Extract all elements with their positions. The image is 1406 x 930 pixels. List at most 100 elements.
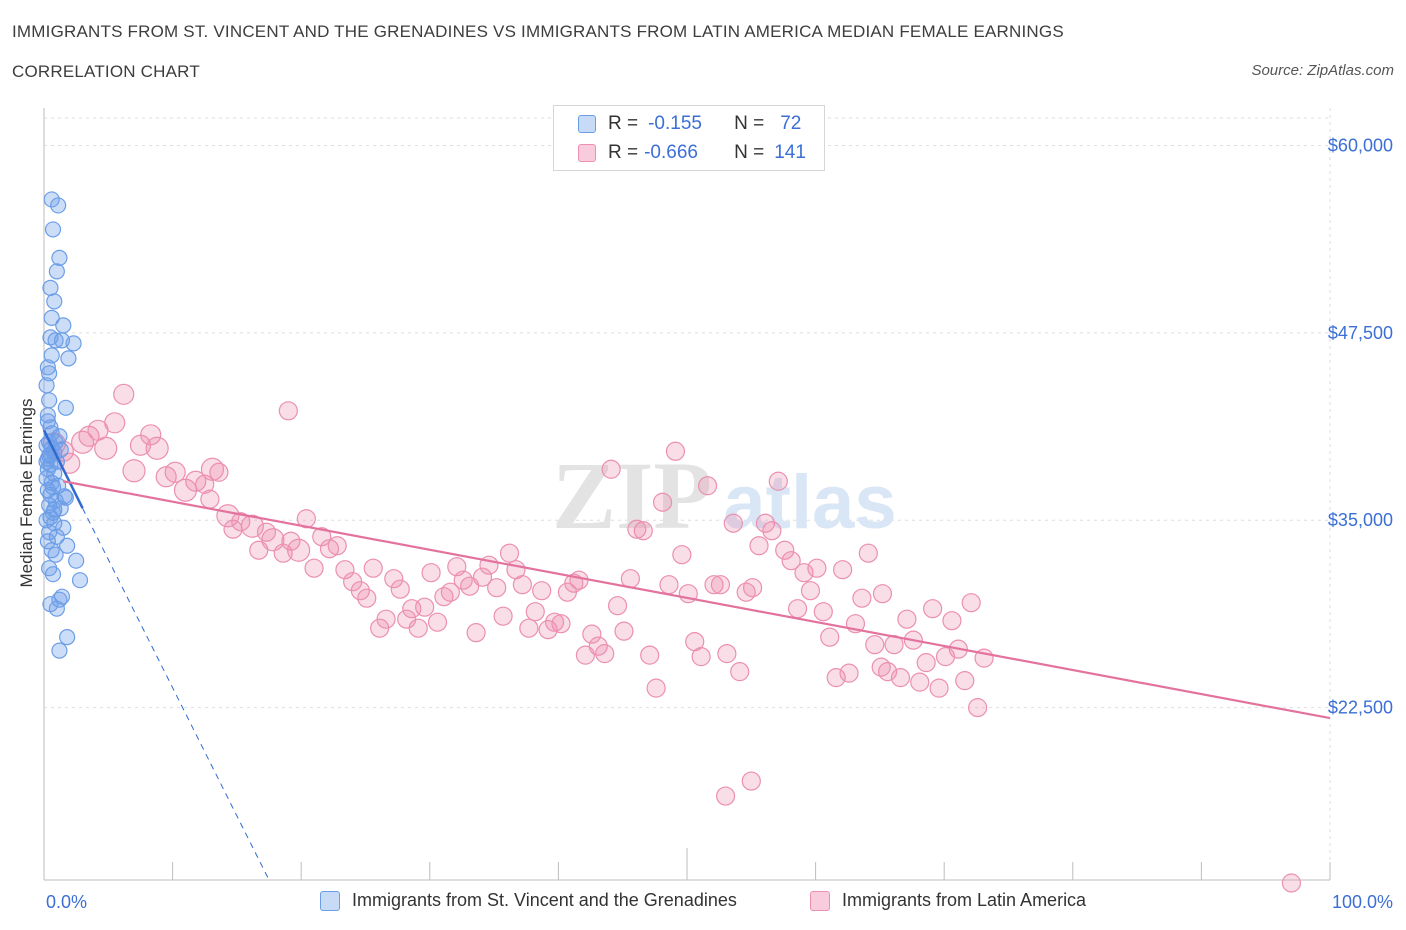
series-latin-america xyxy=(42,383,1302,893)
data-point-st-vincent xyxy=(56,488,73,505)
y-tick-label: $22,500 xyxy=(1328,698,1393,718)
data-point-latin-america xyxy=(742,578,763,598)
data-point-latin-america xyxy=(755,513,776,533)
legend-row-st-vincent: R = -0.155 N = 72 xyxy=(578,113,801,135)
data-point-latin-america xyxy=(390,579,410,599)
data-point-st-vincent xyxy=(48,600,65,617)
data-point-st-vincent xyxy=(39,407,56,424)
legend-label-st-vincent: Immigrants from St. Vincent and the Gren… xyxy=(352,890,737,910)
data-point-latin-america xyxy=(427,612,448,632)
data-point-latin-america xyxy=(145,436,169,460)
data-point-latin-america xyxy=(633,521,653,541)
data-point-latin-america xyxy=(499,543,520,563)
data-point-latin-america xyxy=(839,663,859,683)
data-point-st-vincent xyxy=(43,309,60,326)
data-point-latin-america xyxy=(601,459,621,479)
data-point-latin-america xyxy=(140,424,162,446)
series-legend: Immigrants from St. Vincent and the Gren… xyxy=(0,890,1406,914)
legend-row-latin-america: R = -0.666 N = 141 xyxy=(578,142,806,164)
legend-swatch-blue xyxy=(320,890,340,911)
data-point-latin-america xyxy=(640,645,660,665)
data-point-latin-america xyxy=(749,536,769,556)
trend-lines xyxy=(42,429,1331,881)
data-point-latin-america xyxy=(715,786,736,806)
data-point-latin-america xyxy=(833,560,853,580)
data-point-latin-america xyxy=(376,609,396,629)
data-point-latin-america xyxy=(865,635,885,655)
data-point-latin-america xyxy=(710,575,731,595)
data-point-st-vincent xyxy=(39,413,56,430)
correlation-legend: R = -0.155 N = 72 R = -0.666 N = 141 xyxy=(553,105,825,171)
data-point-latin-america xyxy=(730,662,750,682)
data-point-st-vincent xyxy=(68,552,85,569)
data-point-latin-america xyxy=(350,581,370,601)
data-point-latin-america xyxy=(872,584,893,604)
data-point-st-vincent xyxy=(52,500,69,517)
data-point-latin-america xyxy=(620,569,641,589)
data-point-st-vincent xyxy=(60,350,77,367)
data-point-latin-america xyxy=(408,618,428,638)
data-point-latin-america xyxy=(519,618,539,638)
data-point-st-vincent xyxy=(41,365,58,382)
data-point-latin-america xyxy=(800,581,821,601)
chart-title: IMMIGRANTS FROM ST. VINCENT AND THE GREN… xyxy=(12,22,1064,41)
data-point-latin-america xyxy=(787,599,808,619)
y-tick-label: $47,500 xyxy=(1328,323,1393,343)
data-point-latin-america xyxy=(852,588,872,608)
watermark-zip: ZIP xyxy=(552,442,712,549)
data-point-latin-america xyxy=(704,575,724,595)
source-label: Source: ZipAtlas.com xyxy=(1251,62,1394,79)
data-point-latin-america xyxy=(890,668,911,688)
data-point-latin-america xyxy=(741,771,761,791)
data-point-latin-america xyxy=(104,412,126,434)
data-point-latin-america xyxy=(363,558,383,578)
data-point-latin-america xyxy=(723,513,743,533)
data-point-latin-america xyxy=(512,575,532,595)
data-point-st-vincent xyxy=(53,588,71,605)
data-point-latin-america xyxy=(762,521,782,541)
data-point-latin-america xyxy=(569,570,589,590)
data-point-latin-america xyxy=(659,575,679,595)
data-point-latin-america xyxy=(304,558,324,578)
data-point-latin-america xyxy=(319,539,340,559)
data-point-latin-america xyxy=(278,401,298,421)
legend-swatch-pink xyxy=(810,890,830,911)
data-point-latin-america xyxy=(820,627,840,647)
data-point-latin-america xyxy=(813,602,833,622)
trend-line-st-vincent-extended xyxy=(82,508,270,881)
data-point-latin-america xyxy=(691,647,711,667)
x-tick-labels: 0.0% 100.0% xyxy=(46,892,1393,912)
legend-n-label: N = xyxy=(734,142,765,163)
data-point-latin-america xyxy=(1281,873,1302,893)
data-point-latin-america xyxy=(335,560,355,580)
data-point-latin-america xyxy=(209,462,229,482)
data-point-latin-america xyxy=(672,545,692,565)
legend-swatch-blue xyxy=(578,115,596,133)
data-point-st-vincent xyxy=(41,392,58,409)
data-point-latin-america xyxy=(466,623,486,643)
data-point-latin-america xyxy=(70,430,95,454)
data-point-latin-america xyxy=(929,678,949,698)
data-point-st-vincent xyxy=(38,470,55,487)
legend-n-value: 141 xyxy=(774,142,806,163)
data-point-st-vincent xyxy=(47,332,64,349)
data-point-st-vincent xyxy=(51,642,68,659)
data-point-latin-america xyxy=(200,489,220,509)
data-point-latin-america xyxy=(415,597,435,617)
data-point-latin-america xyxy=(472,567,493,587)
data-point-st-vincent xyxy=(44,566,62,583)
data-point-st-vincent xyxy=(65,335,82,352)
legend-n-label: N = xyxy=(734,113,765,134)
data-point-latin-america xyxy=(525,602,545,622)
data-point-latin-america xyxy=(440,582,460,602)
x-tick-label-min: 0.0% xyxy=(46,892,87,912)
legend-label-latin-america: Immigrants from Latin America xyxy=(842,890,1087,910)
data-point-latin-america xyxy=(551,614,571,634)
legend-r-label: R = xyxy=(608,142,639,163)
data-point-latin-america xyxy=(627,519,647,539)
data-point-latin-america xyxy=(646,678,666,698)
data-point-st-vincent xyxy=(42,279,59,296)
data-point-latin-america xyxy=(281,531,301,551)
data-point-latin-america xyxy=(858,543,878,563)
trend-line-st-vincent xyxy=(42,429,84,509)
